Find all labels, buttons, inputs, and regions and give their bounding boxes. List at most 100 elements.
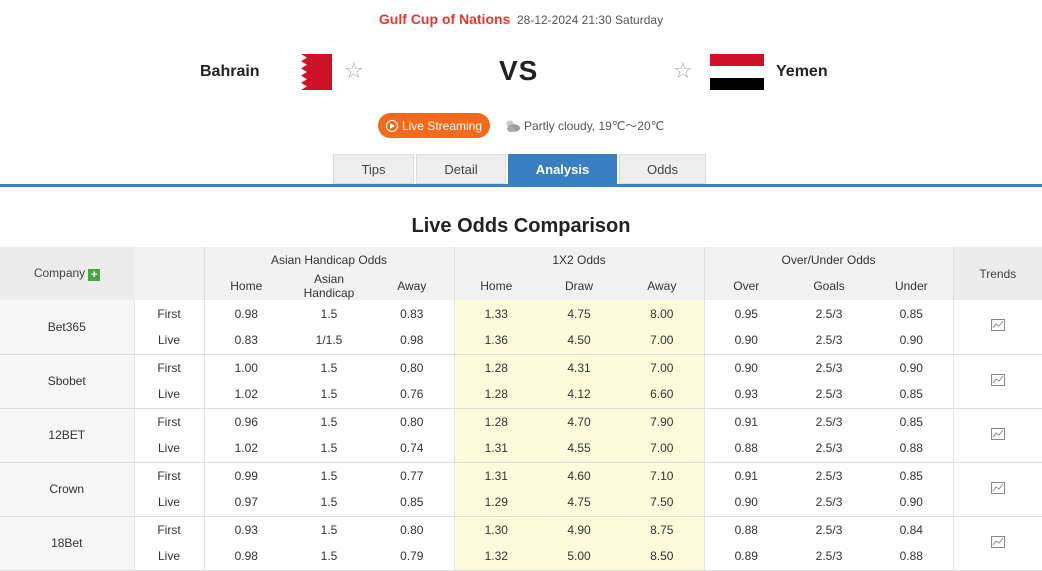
ou-over-cell: 0.88	[703, 516, 789, 543]
favorite-home-star-icon[interactable]: ☆	[344, 58, 364, 83]
odds-type: First	[133, 408, 205, 435]
1x2-away-cell: 7.90	[620, 408, 705, 435]
tab-detail[interactable]: Detail	[416, 154, 506, 184]
subheader-ah-away: Away	[370, 272, 455, 300]
trend-chart-icon[interactable]	[990, 481, 1005, 494]
ah-away-cell: 0.80	[400, 414, 424, 429]
add-company-icon[interactable]: +	[88, 269, 101, 281]
company-name[interactable]: Crown	[0, 462, 134, 517]
table-row: Live 1.02 1.5 0.76 1.28 4.12 6.60 0.93 2.5/3 0.85	[0, 381, 1042, 409]
odds-table-body: Bet365 First 0.98 1.5 0.83 1.33 4.75 8.00 0.95 2.…	[0, 300, 1042, 571]
trend-chart-icon[interactable]	[990, 535, 1005, 548]
odds-type: Live	[133, 327, 205, 355]
subheader-1x2-home: Home	[453, 272, 539, 300]
ou-under-cell: 0.90	[899, 360, 923, 375]
ou-under-cell: 0.88	[870, 543, 954, 571]
weather-text: Partly cloudy, 19℃～20℃	[524, 119, 665, 133]
1x2-away-cell: 8.75	[620, 516, 705, 543]
match-header: Gulf Cup of Nations 28-12-2024 21:30 Sat…	[0, 0, 1042, 187]
trend-chart-icon[interactable]	[990, 373, 1005, 386]
1x2-away-cell: 8.50	[620, 543, 705, 571]
table-row: Sbobet First 1.00 1.5 0.80 1.28 4.31 7.00 0.90 2.…	[0, 354, 1042, 409]
ah-home-cell: 0.93	[203, 516, 288, 543]
company-name[interactable]: 12BET	[0, 408, 134, 463]
company-name[interactable]: Bet365	[0, 300, 134, 355]
company-header-label: Company	[33, 266, 86, 280]
1x2-home-cell: 1.31	[453, 435, 539, 463]
ou-goals-cell: 2.5/3	[788, 543, 871, 571]
1x2-draw-cell: 4.12	[538, 381, 621, 409]
ah-handicap-cell: 1.5	[320, 306, 338, 321]
1x2-away-cell: 8.00	[620, 300, 705, 327]
1x2-draw-cell: 4.70	[538, 408, 621, 435]
1x2-away-cell: 7.00	[620, 435, 705, 463]
ou-over-cell: 0.88	[703, 435, 789, 463]
bahrain-flag-icon	[289, 54, 332, 90]
home-team-name[interactable]: Bahrain	[200, 63, 260, 80]
trends-cell	[952, 354, 1042, 409]
ou-goals-cell: 2.5/3	[788, 327, 871, 355]
ah-handicap-cell: 1.5	[288, 381, 370, 409]
ah-handicap-cell: 1.5	[320, 522, 338, 537]
ou-over-cell: 0.93	[703, 381, 789, 409]
ou-goals-cell: 2.5/3	[815, 522, 843, 537]
ou-over-cell: 0.90	[703, 489, 789, 517]
company-name[interactable]: Sbobet	[0, 354, 134, 409]
competition-name[interactable]: Gulf Cup of Nations	[378, 11, 511, 27]
subheader-1x2-away: Away	[620, 272, 705, 300]
ah-away-cell: 0.76	[370, 381, 455, 409]
tab-tips[interactable]: Tips	[333, 154, 414, 184]
ou-goals-cell: 2.5/3	[788, 381, 871, 409]
ah-handicap-cell: 1.5	[320, 414, 338, 429]
table-row: Live 0.83 1/1.5 0.98 1.36 4.50 7.00 0.90 2.5/3 0.…	[0, 327, 1042, 355]
trend-chart-icon[interactable]	[990, 427, 1005, 440]
subheader-ou-goals: Goals	[788, 272, 871, 300]
ah-handicap-cell: 1.5	[320, 360, 338, 375]
ou-goals-cell: 2.5/3	[815, 360, 843, 375]
ah-away-cell: 0.79	[370, 543, 455, 571]
ou-over-cell: 0.91	[703, 462, 789, 489]
ah-handicap-cell: 1.5	[288, 489, 370, 517]
1x2-draw-cell: 4.75	[538, 489, 621, 517]
odds-type: First	[133, 516, 205, 543]
table-row: Live 1.02 1.5 0.74 1.31 4.55 7.00 0.88 2.5/3 0.88	[0, 435, 1042, 463]
ou-under-cell: 0.90	[870, 489, 954, 517]
ou-goals-cell: 2.5/3	[788, 489, 871, 517]
over-under-header: Over/Under Odds	[703, 247, 954, 272]
company-name[interactable]: 18Bet	[0, 516, 134, 571]
live-streaming-button[interactable]: Live Streaming	[378, 113, 490, 138]
1x2-draw-cell: 4.50	[538, 327, 621, 355]
match-datetime: 28-12-2024 21:30 Saturday	[516, 13, 664, 27]
ah-away-cell: 0.80	[400, 360, 424, 375]
1x2-draw-cell: 5.00	[538, 543, 621, 571]
1x2-away-cell: 7.00	[620, 327, 705, 355]
odds-type: Live	[133, 435, 205, 463]
ou-under-cell: 0.85	[899, 306, 923, 321]
1x2-draw-cell: 4.90	[538, 516, 621, 543]
tab-analysis[interactable]: Analysis	[508, 154, 617, 184]
table-row: 18Bet First 0.93 1.5 0.80 1.30 4.90 8.75 0.88 2.5…	[0, 516, 1042, 571]
1x2-draw-cell: 4.75	[538, 300, 621, 327]
odds-type: Live	[133, 381, 205, 409]
ah-handicap-cell: 1/1.5	[288, 327, 370, 355]
odds-type: Live	[133, 489, 205, 517]
ou-under-cell: 0.88	[870, 435, 954, 463]
1x2-home-cell: 1.31	[453, 462, 539, 489]
1x2-home-cell: 1.29	[453, 489, 539, 517]
away-team-name[interactable]: Yemen	[776, 63, 828, 80]
ah-home-cell: 0.99	[203, 462, 288, 489]
favorite-away-star-icon[interactable]: ☆	[673, 58, 693, 83]
ah-home-cell: 0.97	[203, 489, 288, 517]
1x2-home-cell: 1.32	[453, 543, 539, 571]
tab-odds[interactable]: Odds	[619, 154, 706, 184]
ou-goals-cell: 2.5/3	[815, 306, 843, 321]
ou-over-cell: 0.91	[703, 408, 789, 435]
yemen-flag-icon	[710, 54, 764, 90]
ah-away-cell: 0.77	[400, 468, 424, 483]
competition-line: Gulf Cup of Nations 28-12-2024 21:30 Sat…	[0, 11, 1042, 27]
1x2-home-cell: 1.36	[453, 327, 539, 355]
ah-away-cell: 0.98	[370, 327, 455, 355]
trend-chart-icon[interactable]	[990, 319, 1005, 332]
ah-handicap-cell: 1.5	[288, 435, 370, 463]
ah-home-cell: 0.83	[203, 327, 288, 355]
